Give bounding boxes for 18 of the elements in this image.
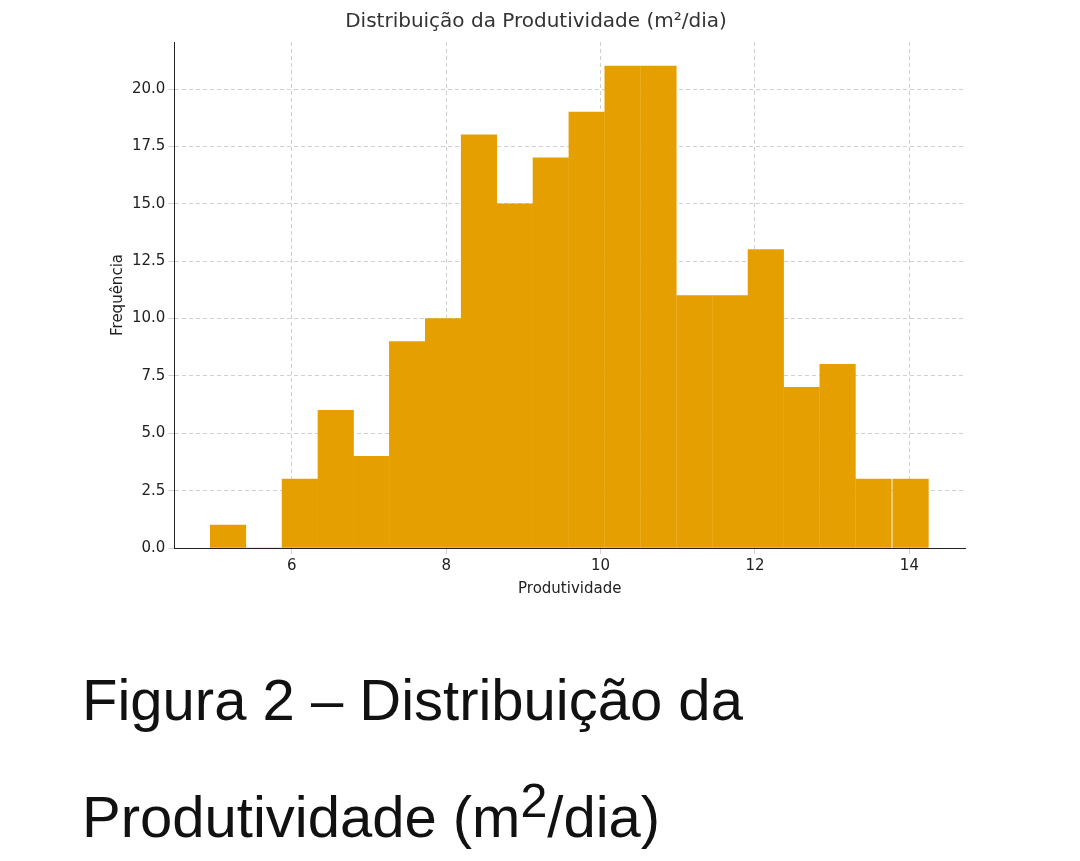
x-tick-label: 6 <box>286 555 297 574</box>
y-tick-label: 20.0 <box>131 78 166 97</box>
x-tick-label: 10 <box>591 555 611 574</box>
y-axis-title: Frequência <box>107 254 126 336</box>
x-tick-label: 12 <box>745 555 765 574</box>
y-tick-label: 5.0 <box>141 423 166 442</box>
y-tick-label: 0.0 <box>141 537 166 556</box>
y-tick-label: 17.5 <box>131 136 166 155</box>
chart-title: Distribuição da Produtividade (m²/dia) <box>345 8 727 33</box>
y-tick-label: 15.0 <box>131 193 166 212</box>
x-tick-label: 8 <box>441 555 451 574</box>
x-axis-title: Produtividade <box>518 578 622 597</box>
text: Figura 2 – Distribuição da Produtividade (m$^{2}$/dia) <box>82 666 744 852</box>
y-tick-label: 7.5 <box>141 365 166 384</box>
y-tick-label: 2.5 <box>141 480 166 499</box>
x-tick-label: 14 <box>899 555 919 574</box>
y-tick-label: 12.5 <box>131 251 166 270</box>
y-tick-label: 10.0 <box>131 308 166 327</box>
